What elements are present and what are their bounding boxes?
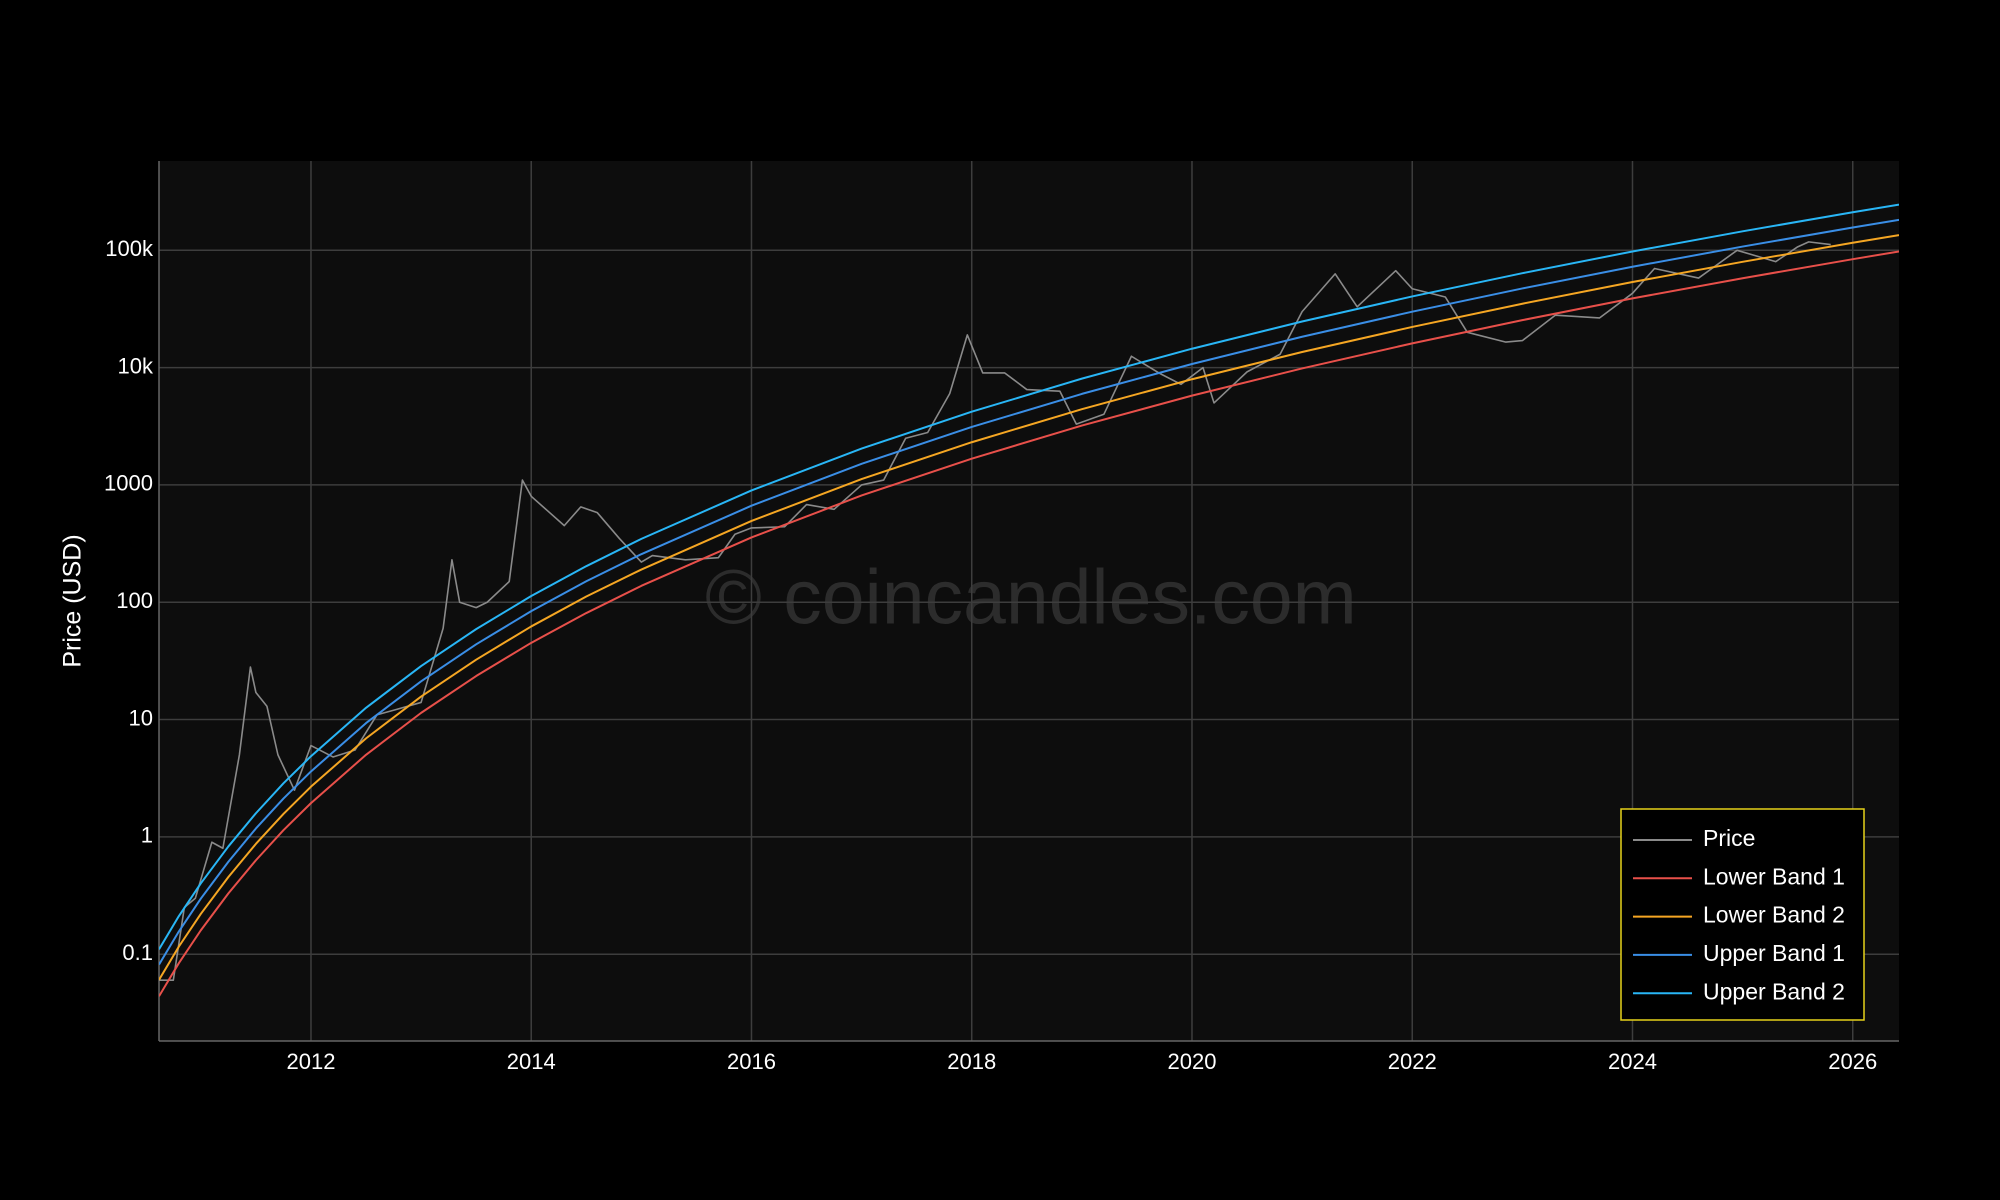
series-line	[159, 250, 1899, 997]
y-tick-label: 0.1	[122, 940, 153, 965]
y-tick-label: 10k	[118, 353, 154, 378]
series-line	[159, 218, 1899, 966]
x-tick-label: 2024	[1608, 1049, 1657, 1074]
legend-label: Lower Band 1	[1703, 863, 1845, 889]
legend-label: Lower Band 2	[1703, 902, 1845, 928]
legend-label: Upper Band 1	[1703, 940, 1845, 966]
grid	[159, 161, 1899, 1041]
plot-area	[159, 161, 1899, 1041]
x-tick-label: 2018	[947, 1049, 996, 1074]
legend: Price Lower Band 1 Lower Band 2 Upper Band …	[1620, 808, 1865, 1021]
series-line	[159, 234, 1899, 981]
legend-label: Price	[1703, 825, 1755, 851]
x-tick-label: 2026	[1828, 1049, 1877, 1074]
legend-box	[1620, 808, 1865, 1021]
y-axis-label: Price (USD)	[59, 534, 87, 667]
legend-label: Upper Band 2	[1703, 978, 1845, 1004]
x-tick-label: 2022	[1388, 1049, 1437, 1074]
y-tick-label: 100	[116, 588, 153, 613]
y-tick-label: 1000	[104, 471, 153, 496]
x-tick-label: 2016	[727, 1049, 776, 1074]
x-tick-label: 2012	[286, 1049, 335, 1074]
y-tick-label: 10	[129, 705, 153, 730]
series-line	[159, 203, 1899, 950]
y-tick-label: 1	[141, 823, 153, 848]
x-tick-label: 2014	[507, 1049, 556, 1074]
x-tick-label: 2020	[1168, 1049, 1217, 1074]
y-tick-label: 100k	[105, 236, 154, 261]
watermark: © coincandles.com	[705, 554, 1357, 640]
